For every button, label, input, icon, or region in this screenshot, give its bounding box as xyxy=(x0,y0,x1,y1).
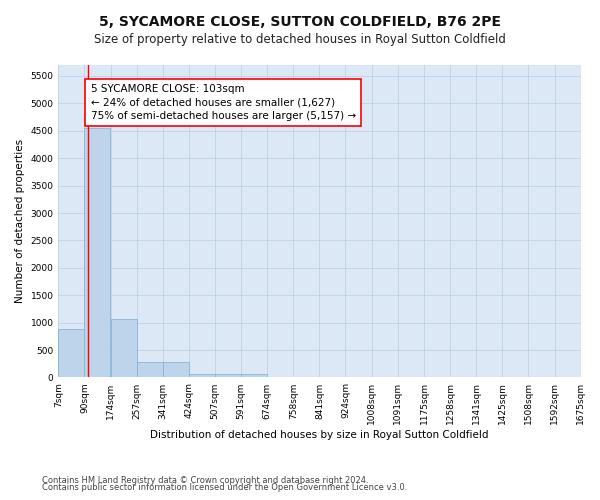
X-axis label: Distribution of detached houses by size in Royal Sutton Coldfield: Distribution of detached houses by size … xyxy=(150,430,489,440)
Text: 5, SYCAMORE CLOSE, SUTTON COLDFIELD, B76 2PE: 5, SYCAMORE CLOSE, SUTTON COLDFIELD, B76… xyxy=(99,15,501,29)
Bar xyxy=(189,374,215,378)
Text: Contains public sector information licensed under the Open Government Licence v3: Contains public sector information licen… xyxy=(42,484,407,492)
Bar xyxy=(137,362,163,378)
Bar xyxy=(215,374,241,378)
Bar xyxy=(241,374,267,378)
Text: 5 SYCAMORE CLOSE: 103sqm
← 24% of detached houses are smaller (1,627)
75% of sem: 5 SYCAMORE CLOSE: 103sqm ← 24% of detach… xyxy=(91,84,356,120)
Text: Size of property relative to detached houses in Royal Sutton Coldfield: Size of property relative to detached ho… xyxy=(94,32,506,46)
Y-axis label: Number of detached properties: Number of detached properties xyxy=(15,139,25,304)
Bar xyxy=(58,329,85,378)
Bar xyxy=(85,128,110,378)
Text: Contains HM Land Registry data © Crown copyright and database right 2024.: Contains HM Land Registry data © Crown c… xyxy=(42,476,368,485)
Bar xyxy=(110,320,137,378)
Bar xyxy=(163,362,189,378)
